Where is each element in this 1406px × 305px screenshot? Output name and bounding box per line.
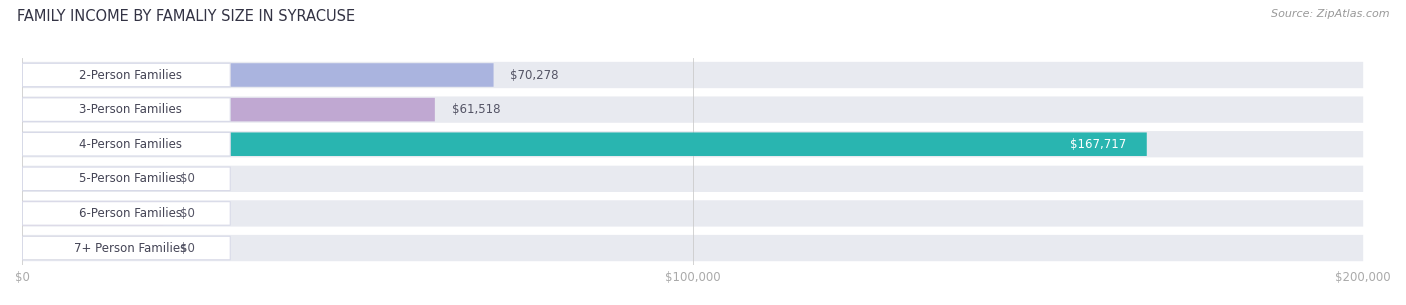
FancyBboxPatch shape bbox=[22, 96, 1364, 123]
FancyBboxPatch shape bbox=[22, 202, 231, 225]
Text: 2-Person Families: 2-Person Families bbox=[79, 69, 181, 81]
FancyBboxPatch shape bbox=[22, 98, 231, 121]
Text: 6-Person Families: 6-Person Families bbox=[79, 207, 181, 220]
FancyBboxPatch shape bbox=[22, 62, 1364, 88]
FancyBboxPatch shape bbox=[22, 167, 163, 191]
Text: $61,518: $61,518 bbox=[451, 103, 501, 116]
Text: $0: $0 bbox=[180, 172, 195, 185]
Text: FAMILY INCOME BY FAMALIY SIZE IN SYRACUSE: FAMILY INCOME BY FAMALIY SIZE IN SYRACUS… bbox=[17, 9, 354, 24]
Text: $0: $0 bbox=[180, 242, 195, 255]
FancyBboxPatch shape bbox=[22, 200, 1364, 227]
Text: Source: ZipAtlas.com: Source: ZipAtlas.com bbox=[1271, 9, 1389, 19]
Text: $167,717: $167,717 bbox=[1070, 138, 1126, 151]
FancyBboxPatch shape bbox=[22, 167, 231, 191]
FancyBboxPatch shape bbox=[22, 132, 1147, 156]
Text: 4-Person Families: 4-Person Families bbox=[79, 138, 181, 151]
FancyBboxPatch shape bbox=[22, 63, 231, 87]
FancyBboxPatch shape bbox=[22, 235, 1364, 261]
FancyBboxPatch shape bbox=[22, 131, 1364, 157]
FancyBboxPatch shape bbox=[22, 202, 163, 225]
FancyBboxPatch shape bbox=[22, 236, 163, 260]
Text: $0: $0 bbox=[180, 207, 195, 220]
Text: 5-Person Families: 5-Person Families bbox=[79, 172, 181, 185]
FancyBboxPatch shape bbox=[22, 132, 231, 156]
FancyBboxPatch shape bbox=[22, 166, 1364, 192]
Text: 7+ Person Families: 7+ Person Families bbox=[75, 242, 187, 255]
FancyBboxPatch shape bbox=[22, 98, 434, 121]
FancyBboxPatch shape bbox=[22, 63, 494, 87]
Text: 3-Person Families: 3-Person Families bbox=[79, 103, 181, 116]
FancyBboxPatch shape bbox=[22, 236, 231, 260]
Text: $70,278: $70,278 bbox=[510, 69, 558, 81]
